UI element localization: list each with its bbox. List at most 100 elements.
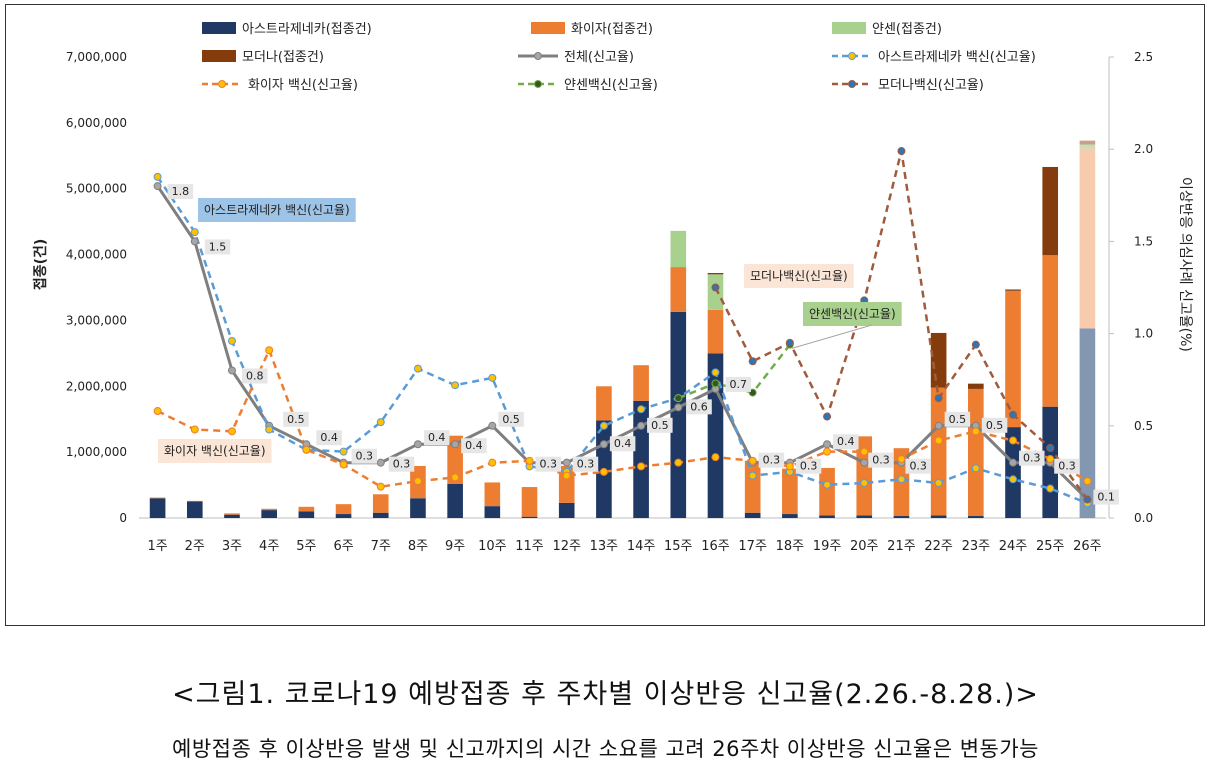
line-point [339, 460, 348, 469]
data-label: 0.1 [1097, 491, 1115, 504]
bar [372, 494, 389, 513]
data-label-bg [1093, 489, 1119, 505]
data-label-group: 0.5 [944, 411, 971, 427]
line-point [823, 440, 832, 449]
line-point [190, 228, 199, 237]
figure-note: 예방접종 후 이상반응 발생 및 신고까지의 시간 소요를 고려 26주차 이상… [172, 737, 1039, 761]
line-point [711, 453, 720, 462]
line-point [860, 478, 869, 487]
line-point [153, 172, 162, 181]
y-tick-label: 6,000,000 [66, 116, 127, 130]
figure-caption: <그림1. 코로나19 예방접종 후 주차별 이상반응 신고율(2.26.-8.… [172, 679, 1039, 710]
x-tick-label: 18주 [776, 539, 805, 554]
data-label-bg [1019, 450, 1045, 466]
line-point [227, 366, 236, 375]
data-label: 0.3 [763, 454, 781, 467]
line-point [637, 405, 646, 414]
data-label-bg [833, 434, 859, 450]
annotation-astrazeneca-bg [198, 198, 356, 222]
bar [744, 460, 761, 513]
x-tick-label: 22주 [924, 539, 953, 554]
legend-label: 아스트라제네카 백신(신고율) [878, 50, 1036, 65]
data-label-bg [461, 438, 487, 454]
x-tick-label: 14주 [627, 539, 656, 554]
legend-swatch [202, 50, 236, 62]
legend-swatch [202, 22, 236, 34]
bar [447, 435, 463, 484]
data-label-group: 0.5 [283, 411, 309, 427]
bar [856, 436, 873, 516]
line-point [376, 482, 385, 491]
data-label: 0.5 [651, 419, 669, 432]
data-label-group: 0.5 [981, 417, 1008, 433]
x-tick-label: 15주 [664, 539, 693, 554]
chart-svg: 0 1,000,000 2,000,000 3,000,000 4,000,000 5,0… [32, 22, 1193, 554]
legend-label: 화이자 백신(신고율) [248, 78, 358, 93]
annotation-astrazeneca: 아스트라제네카 백신(신고율) [204, 203, 350, 217]
data-label-bg [283, 411, 309, 427]
x-tick-label: 19주 [813, 539, 842, 554]
line-point [451, 440, 460, 449]
data-label-group: 0.4 [833, 434, 859, 450]
data-label: 0.3 [1023, 452, 1041, 465]
bar [1005, 427, 1021, 518]
line-point [934, 478, 943, 487]
legend-label: 얀센(접종건) [872, 22, 942, 37]
data-label-bg [981, 417, 1008, 433]
line-point [785, 462, 794, 471]
data-label-bg [609, 436, 636, 452]
bar [186, 500, 203, 502]
bar [261, 508, 277, 511]
series-line [677, 343, 791, 400]
line-point [971, 340, 980, 349]
annotation-janssen: 얀센백신(신고율) [809, 307, 896, 321]
line-point [265, 346, 274, 355]
data-label-group: 0.3 [795, 458, 822, 474]
bar [819, 515, 835, 518]
x-tick-label: 9주 [445, 539, 465, 554]
bar [224, 513, 240, 515]
data-label-bg [1054, 458, 1080, 474]
line-point [1009, 436, 1018, 445]
line-point [711, 283, 720, 292]
legend-marker [534, 80, 542, 88]
data-label-group: 0.3 [351, 448, 378, 464]
data-label: 0.4 [428, 431, 446, 444]
data-label-bg [316, 430, 342, 446]
x-tick-label: 7주 [371, 539, 391, 554]
data-label: 0.4 [465, 439, 483, 452]
bar [1079, 140, 1096, 145]
line-point [897, 147, 906, 156]
data-label-bg [535, 456, 562, 472]
line-point [153, 182, 162, 191]
y-tick-label: 0 [119, 511, 127, 525]
annotation-astrazeneca-group: 아스트라제네카 백신(신고율) [198, 198, 356, 222]
line-point [897, 454, 906, 463]
line-point [860, 447, 869, 456]
line-point [413, 364, 422, 373]
data-label: 0.4 [320, 431, 338, 444]
annotation-janssen-leader [791, 324, 873, 349]
y-tick-label: 4,000,000 [66, 248, 127, 262]
data-label: 0.3 [1058, 460, 1076, 473]
data-label-group: 0.3 [1054, 458, 1080, 474]
legend-marker [848, 80, 856, 88]
line-point [637, 421, 646, 430]
line-point [488, 373, 497, 382]
data-label: 0.5 [287, 413, 305, 426]
data-label-group: 0.4 [423, 430, 450, 446]
series-line [157, 346, 1089, 489]
legend-label: 화이자(접종건) [571, 22, 653, 37]
legend-label: 얀센백신(신고율) [564, 78, 658, 93]
data-label-bg [572, 456, 599, 472]
data-label: 1.8 [172, 185, 190, 198]
line-point [190, 237, 199, 246]
data-label: 0.3 [356, 450, 374, 463]
bar [707, 274, 724, 310]
line-point [451, 381, 460, 390]
bar [930, 387, 947, 516]
x-tick-label: 16주 [701, 539, 730, 554]
annotation-janssen-bg [803, 302, 902, 326]
bar [484, 506, 501, 518]
line-point [823, 447, 832, 456]
